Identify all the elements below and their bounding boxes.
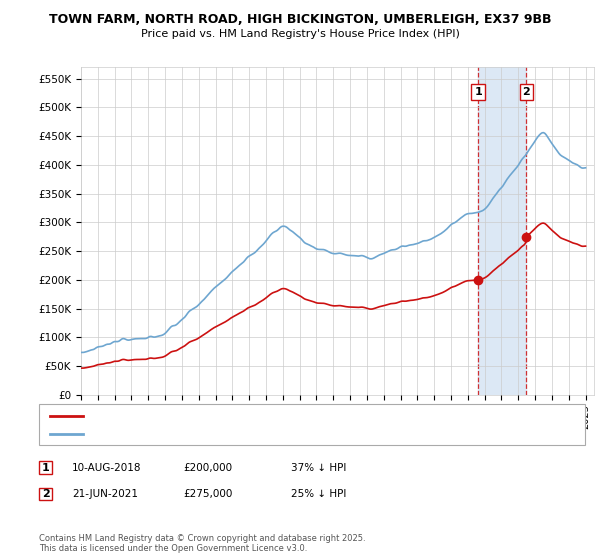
Text: £275,000: £275,000: [183, 489, 232, 499]
Text: TOWN FARM, NORTH ROAD, HIGH BICKINGTON, UMBERLEIGH, EX37 9BB (detached house): TOWN FARM, NORTH ROAD, HIGH BICKINGTON, …: [88, 411, 514, 420]
Text: £200,000: £200,000: [183, 463, 232, 473]
Text: 1: 1: [42, 463, 49, 473]
Text: Contains HM Land Registry data © Crown copyright and database right 2025.
This d: Contains HM Land Registry data © Crown c…: [39, 534, 365, 553]
Text: HPI: Average price, detached house, Torridge: HPI: Average price, detached house, Torr…: [88, 430, 302, 438]
Bar: [478, 67, 526, 395]
Text: Price paid vs. HM Land Registry's House Price Index (HPI): Price paid vs. HM Land Registry's House …: [140, 29, 460, 39]
Text: 2: 2: [42, 489, 49, 499]
Text: TOWN FARM, NORTH ROAD, HIGH BICKINGTON, UMBERLEIGH, EX37 9BB: TOWN FARM, NORTH ROAD, HIGH BICKINGTON, …: [49, 13, 551, 26]
Text: 37% ↓ HPI: 37% ↓ HPI: [291, 463, 346, 473]
Text: 25% ↓ HPI: 25% ↓ HPI: [291, 489, 346, 499]
Text: 1: 1: [474, 87, 482, 97]
Text: 10-AUG-2018: 10-AUG-2018: [72, 463, 142, 473]
Text: 21-JUN-2021: 21-JUN-2021: [72, 489, 138, 499]
Text: 2: 2: [523, 87, 530, 97]
